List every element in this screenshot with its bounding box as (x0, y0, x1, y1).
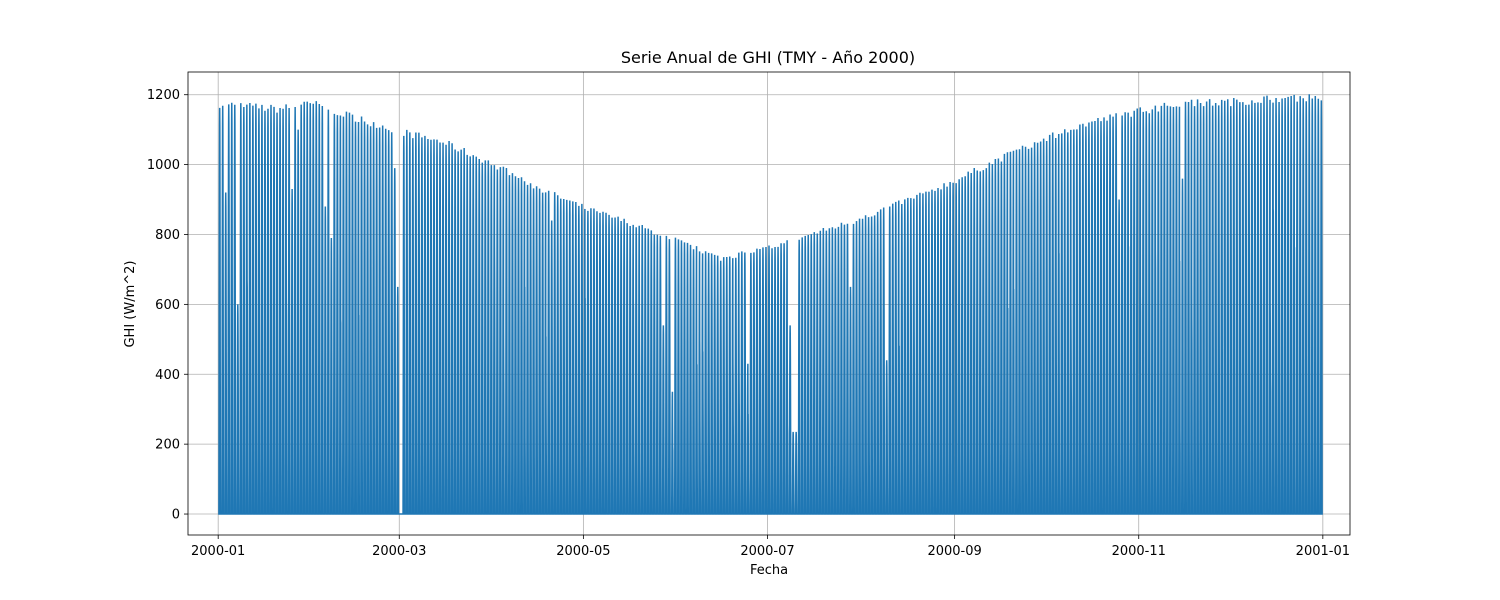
x-tick-label: 2000-11 (1112, 544, 1166, 559)
x-tick-label: 2001-01 (1296, 544, 1350, 559)
x-tick-label: 2000-03 (372, 544, 426, 559)
y-tick-label: 0 (172, 508, 180, 523)
y-tick-label: 800 (155, 228, 180, 243)
plot-frame (187, 71, 1351, 536)
ghi-series (218, 94, 1323, 515)
chart-title: Serie Anual de GHI (TMY - Año 2000) (621, 48, 915, 67)
y-tick-label: 600 (155, 298, 180, 313)
x-tick-label: 2000-07 (740, 544, 794, 559)
x-tick-label: 2000-05 (556, 544, 610, 559)
y-tick-label: 400 (155, 368, 180, 383)
y-axis-ticks: 0 200 400 600 800 1000 1200 (147, 88, 188, 523)
x-tick-label: 2000-09 (927, 544, 981, 559)
y-tick-label: 200 (155, 438, 180, 453)
y-axis-label: GHI (W/m^2) (123, 260, 138, 347)
x-axis-label: Fecha (750, 563, 788, 578)
x-axis-ticks: 2000-01 2000-03 2000-05 2000-07 2000-09 2000-… (191, 535, 1350, 559)
y-tick-label: 1000 (147, 158, 180, 173)
ghi-series-line (218, 94, 1323, 515)
x-tick-label: 2000-01 (191, 544, 245, 559)
y-tick-label: 1200 (147, 88, 180, 103)
